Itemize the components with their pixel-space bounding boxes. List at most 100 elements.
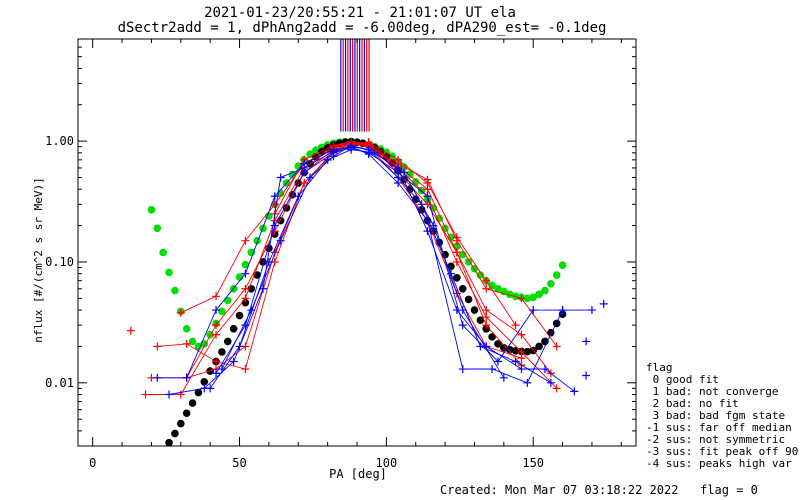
- data-point: [458, 321, 467, 330]
- x-tick-label: 50: [232, 456, 246, 470]
- data-point: [482, 306, 491, 315]
- y-tick-label: 0.10: [45, 255, 74, 269]
- data-point: [300, 168, 309, 177]
- data-point: [194, 342, 203, 351]
- data-point: [323, 155, 332, 164]
- data-point: [517, 365, 526, 374]
- data-point: [394, 173, 403, 182]
- legend-entry: -2 sus: not symmetric: [646, 433, 785, 446]
- data-point: [229, 357, 238, 366]
- data-point: [141, 390, 150, 399]
- data-point: [347, 145, 356, 154]
- data-point: [547, 279, 555, 288]
- legend-entry: -4 sus: peaks high var: [646, 457, 792, 470]
- flag-legend: flag 0 good fit 1 bad: not converge 2 ba…: [646, 361, 798, 470]
- data-point: [165, 438, 173, 447]
- data-point: [529, 293, 538, 302]
- data-point: [235, 311, 244, 320]
- data-point: [523, 378, 532, 387]
- data-point: [482, 321, 491, 330]
- data-point: [229, 324, 238, 333]
- data-point: [399, 168, 408, 177]
- data-point: [423, 192, 432, 201]
- data-point: [165, 268, 173, 277]
- data-point: [452, 257, 461, 266]
- creation-footer: Created: Mon Mar 07 03:18:22 2022 flag =…: [440, 483, 758, 497]
- data-point: [212, 292, 221, 301]
- vertical-marker-lines: [340, 39, 370, 132]
- data-point: [176, 419, 185, 428]
- data-point: [511, 347, 520, 355]
- data-point: [452, 236, 461, 245]
- data-point: [306, 173, 315, 182]
- data-point: [176, 308, 185, 317]
- legend-entry: -1 sus: far off median: [646, 421, 792, 434]
- data-point: [182, 373, 191, 382]
- data-point: [165, 390, 174, 399]
- data-point: [171, 286, 179, 295]
- legend-entry: 3 bad: bad fgm state: [646, 409, 785, 422]
- data-point: [126, 326, 135, 335]
- x-tick-label: 100: [376, 456, 398, 470]
- data-series: [126, 137, 608, 447]
- data-point: [171, 429, 179, 438]
- data-point: [212, 369, 221, 378]
- data-point: [212, 357, 221, 366]
- data-point: [517, 347, 526, 356]
- data-point: [523, 347, 532, 356]
- data-point: [552, 384, 561, 393]
- data-point: [270, 221, 279, 230]
- data-point: [288, 190, 297, 199]
- y-tick-label: 1.00: [45, 134, 74, 148]
- x-tick-label: 150: [522, 456, 544, 470]
- data-point: [212, 321, 221, 330]
- data-point: [570, 387, 579, 396]
- data-point: [288, 170, 297, 179]
- data-point: [558, 306, 567, 315]
- data-point: [241, 284, 250, 293]
- data-point: [523, 294, 532, 303]
- data-point: [558, 261, 567, 270]
- data-point: [241, 294, 250, 303]
- data-point: [411, 178, 420, 186]
- legend-entry: 2 bad: no fit: [646, 397, 739, 410]
- data-point: [188, 399, 197, 407]
- series-line: [157, 146, 575, 392]
- chart-title: 2021-01-23/20:55:21 - 21:01:07 UT ela: [204, 5, 516, 21]
- data-point: [505, 290, 514, 299]
- data-point: [541, 286, 549, 295]
- data-point: [159, 248, 167, 257]
- data-point: [482, 284, 491, 293]
- data-point: [540, 365, 549, 374]
- data-point: [176, 390, 185, 399]
- data-point: [488, 333, 496, 341]
- data-point: [300, 179, 309, 188]
- data-point: [458, 365, 467, 374]
- data-point: [223, 296, 232, 305]
- data-point: [153, 342, 162, 351]
- data-point: [212, 306, 221, 315]
- data-point: [241, 365, 250, 374]
- data-point: [212, 330, 221, 339]
- data-point: [294, 192, 303, 201]
- legend-entry: 1 bad: not converge: [646, 385, 778, 398]
- series-line: [145, 142, 522, 395]
- data-point: [153, 373, 162, 382]
- series-line: [157, 143, 522, 370]
- data-point: [511, 321, 520, 330]
- y-tick-label: 0.01: [45, 376, 74, 390]
- series-line: [215, 147, 592, 374]
- data-point: [241, 269, 250, 278]
- data-point: [535, 342, 543, 351]
- data-point: [552, 271, 561, 279]
- data-point: [241, 236, 250, 245]
- data-point: [517, 330, 526, 339]
- data-point: [488, 365, 497, 374]
- data-point: [370, 148, 379, 157]
- data-point: [423, 175, 432, 184]
- data-point: [223, 337, 232, 346]
- data-point: [452, 248, 461, 257]
- data-point: [147, 206, 156, 214]
- data-point: [546, 378, 555, 387]
